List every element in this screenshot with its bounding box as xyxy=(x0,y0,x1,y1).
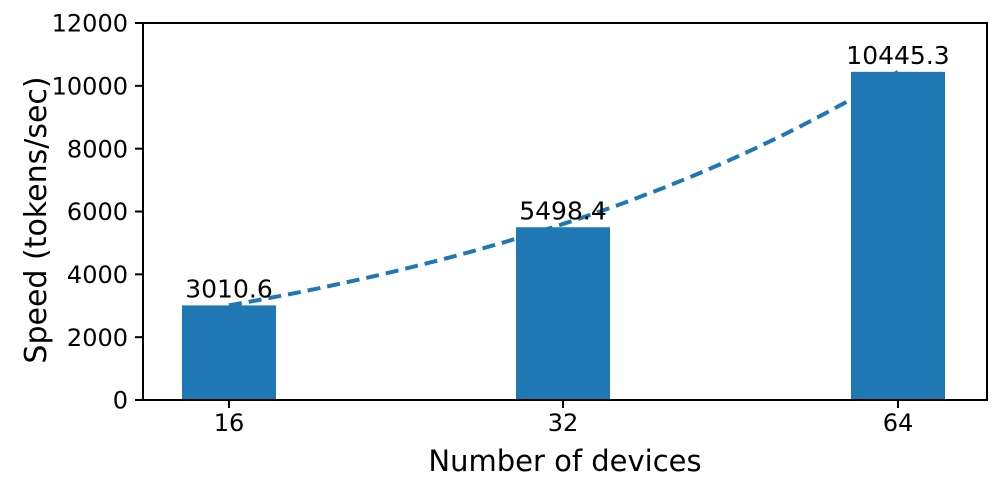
bar-16 xyxy=(182,305,276,400)
bar-value-label: 5498.4 xyxy=(519,196,606,225)
bar-value-label: 10445.3 xyxy=(846,41,949,70)
y-axis-tick-label: 8000 xyxy=(67,135,128,163)
y-axis-tick-label: 12000 xyxy=(52,10,128,38)
trend-line xyxy=(228,70,900,308)
y-axis-tick-label: 10000 xyxy=(52,72,128,100)
x-axis-tick-label: 64 xyxy=(883,409,914,437)
y-axis-tick-label: 0 xyxy=(113,387,128,415)
y-axis-tick-label: 6000 xyxy=(67,198,128,226)
y-axis-tick-label: 2000 xyxy=(67,324,128,352)
y-axis-label: Speed (tokens/sec) xyxy=(19,76,54,363)
x-axis-tick-label: 32 xyxy=(548,409,579,437)
bar-value-label: 3010.6 xyxy=(185,274,272,303)
x-axis-label: Number of devices xyxy=(428,444,701,478)
x-axis-tick-label: 16 xyxy=(214,409,245,437)
bar-64 xyxy=(851,71,945,400)
bar-32 xyxy=(516,227,610,400)
y-axis-tick-label: 4000 xyxy=(67,261,128,289)
